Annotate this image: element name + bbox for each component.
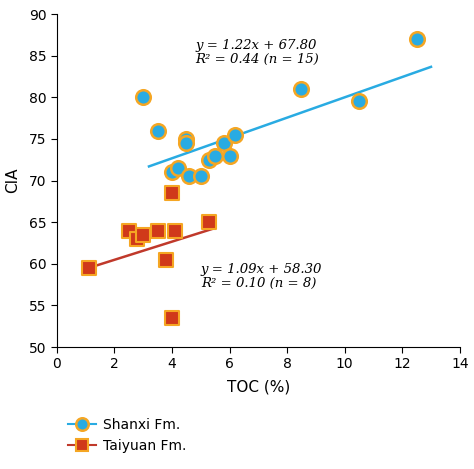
Taiyuan Fm. xyxy=(85,264,92,272)
Shanxi Fm. xyxy=(182,139,190,147)
Y-axis label: CIA: CIA xyxy=(6,168,20,193)
Shanxi Fm. xyxy=(197,173,205,180)
Taiyuan Fm. xyxy=(168,189,176,197)
Shanxi Fm. xyxy=(355,98,363,105)
Taiyuan Fm. xyxy=(125,227,133,234)
Shanxi Fm. xyxy=(139,94,147,101)
Shanxi Fm. xyxy=(206,156,213,164)
Taiyuan Fm. xyxy=(139,231,147,238)
Shanxi Fm. xyxy=(298,85,305,93)
Text: R² = 0.44 (n = 15): R² = 0.44 (n = 15) xyxy=(195,53,319,66)
Taiyuan Fm. xyxy=(206,219,213,226)
Shanxi Fm. xyxy=(211,152,219,159)
Taiyuan Fm. xyxy=(134,235,141,242)
Shanxi Fm. xyxy=(174,164,182,172)
Text: y = 1.09x + 58.30: y = 1.09x + 58.30 xyxy=(201,263,322,276)
Shanxi Fm. xyxy=(185,173,193,180)
Shanxi Fm. xyxy=(168,168,176,176)
Taiyuan Fm. xyxy=(171,227,179,234)
Shanxi Fm. xyxy=(220,139,228,147)
Text: R² = 0.10 (n = 8): R² = 0.10 (n = 8) xyxy=(201,278,316,290)
Text: y = 1.22x + 67.80: y = 1.22x + 67.80 xyxy=(195,38,316,52)
Taiyuan Fm. xyxy=(163,256,170,264)
Shanxi Fm. xyxy=(154,127,161,134)
Taiyuan Fm. xyxy=(168,314,176,322)
Taiyuan Fm. xyxy=(154,227,161,234)
Shanxi Fm. xyxy=(231,131,239,138)
X-axis label: TOC (%): TOC (%) xyxy=(227,380,290,395)
Shanxi Fm. xyxy=(182,135,190,143)
Shanxi Fm. xyxy=(413,35,420,43)
Shanxi Fm. xyxy=(226,152,233,159)
Legend: Shanxi Fm., Taiyuan Fm.: Shanxi Fm., Taiyuan Fm. xyxy=(64,414,190,457)
